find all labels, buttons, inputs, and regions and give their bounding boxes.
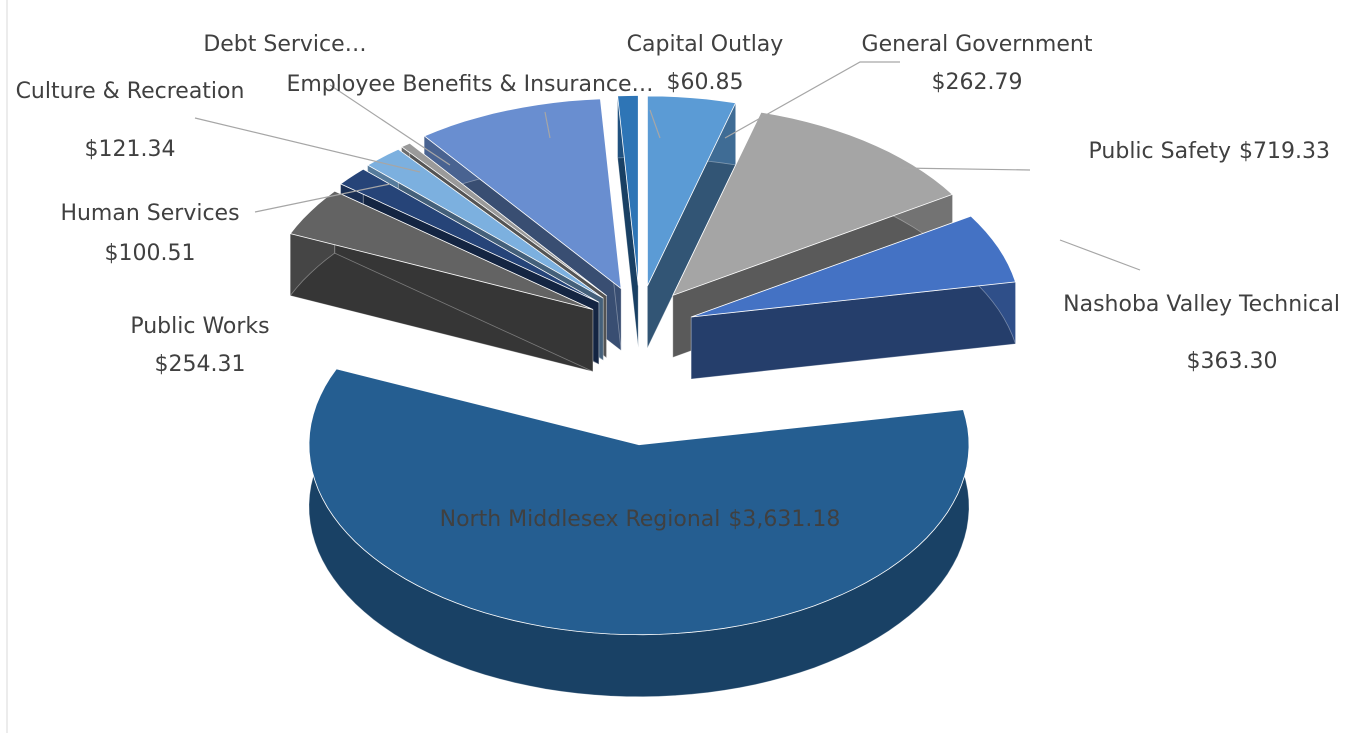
labels: General Government $262.79 Public Safety $7…: [16, 32, 1340, 532]
category-label: Public Works: [130, 314, 269, 339]
slice: [308, 368, 970, 636]
data-label: North Middlesex Regional $3,631.18: [440, 507, 841, 532]
category-label: North Middlesex Regional: [440, 507, 721, 532]
value-label: $363.30: [1187, 349, 1278, 374]
slice: [672, 111, 954, 297]
value-label: $254.31: [155, 352, 246, 377]
value-label: $121.34: [85, 137, 176, 162]
leader-line: [1059, 239, 1141, 271]
slice: [617, 95, 639, 286]
category-label: Debt Service…: [203, 32, 366, 57]
data-label: Public Safety $719.33: [1089, 139, 1330, 164]
slice: [339, 168, 599, 303]
leader-line: [544, 111, 551, 139]
category-label: Nashoba Valley Technical: [1063, 292, 1340, 317]
slices: [289, 95, 1017, 698]
leader-line: [899, 167, 1031, 171]
leader-line: [724, 61, 900, 139]
leader-line: [254, 183, 391, 213]
category-label: Human Services: [60, 201, 239, 226]
category-label: General Government: [862, 32, 1093, 57]
value-label: $100.51: [105, 241, 196, 266]
value-label: $60.85: [667, 70, 744, 95]
leader-line: [194, 117, 421, 173]
value-label: $262.79: [932, 70, 1023, 95]
leader-line: [329, 84, 451, 166]
category-label: Public Safety: [1089, 139, 1231, 164]
category-label: Culture & Recreation: [16, 79, 245, 104]
slice: [423, 98, 622, 290]
slice: [289, 190, 594, 310]
slice: [366, 148, 604, 299]
value-label: $719.33: [1239, 139, 1330, 164]
slice: [400, 142, 607, 297]
category-label: Capital Outlay: [627, 32, 784, 57]
slice: [691, 215, 1017, 318]
category-label: Employee Benefits & Insurance…: [286, 72, 653, 97]
slice: [646, 95, 737, 287]
value-label: $3,631.18: [728, 507, 840, 532]
leader-line: [649, 109, 661, 139]
